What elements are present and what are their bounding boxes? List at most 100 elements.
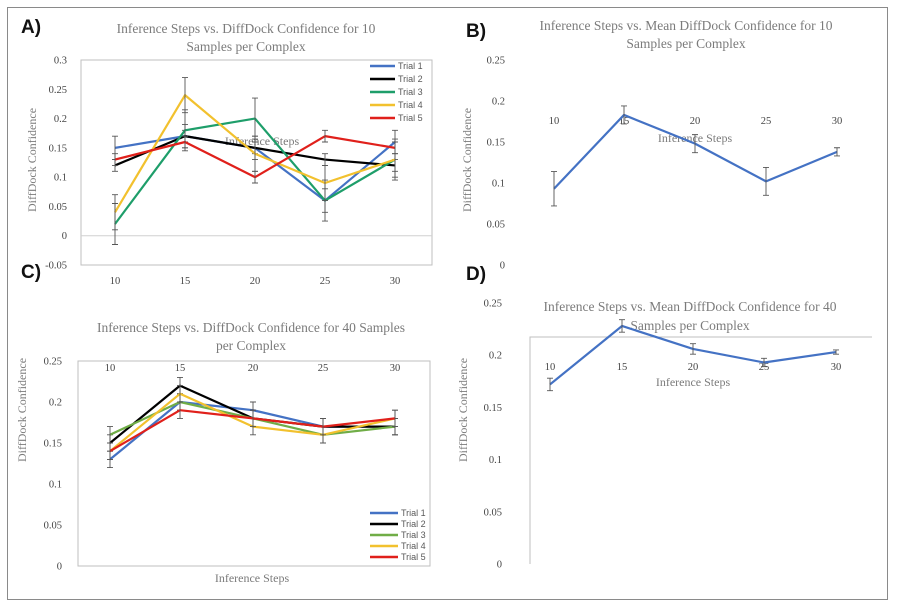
chart-d-x-tick: 10 xyxy=(545,362,556,373)
chart-a-y-tick: 0.3 xyxy=(54,56,67,67)
panel-label-c: C) xyxy=(21,262,42,283)
chart-b-x-tick: 10 xyxy=(549,116,560,127)
chart-d-y-tick: 0 xyxy=(497,560,502,571)
chart-a-error-bar xyxy=(392,141,398,155)
chart-b-y-axis-label: DiffDock Confidence xyxy=(460,108,474,212)
panel-label-d: D) xyxy=(466,264,487,285)
chart-b-x-tick: 25 xyxy=(761,116,772,127)
chart-a-legend-label: Trial 5 xyxy=(398,113,423,123)
panel-label-a: A) xyxy=(21,17,42,38)
chart-a-y-tick: 0.2 xyxy=(54,114,67,125)
chart-d-y-tick: 0.05 xyxy=(484,507,502,518)
chart-d-title-line-2: Samples per Complex xyxy=(630,318,749,333)
chart-c-y-tick: 0.1 xyxy=(49,480,62,491)
chart-a-plot-frame xyxy=(80,59,433,266)
chart-c-y-tick: 0 xyxy=(57,562,62,573)
chart-d-y-tick: 0.1 xyxy=(489,455,502,466)
chart-a-error-bar xyxy=(112,153,118,166)
chart-c-x-tick: 10 xyxy=(105,363,116,374)
chart-a-title-line-1: Inference Steps vs. DiffDock Confidence … xyxy=(117,21,376,36)
chart-d-y-tick: 0.25 xyxy=(484,299,502,310)
chart-c-legend-label: Trial 3 xyxy=(401,530,426,540)
chart-c-y-tick: 0.15 xyxy=(44,439,62,450)
chart-c-y-axis-label: DiffDock Confidence xyxy=(15,358,29,462)
chart-b-error-bar xyxy=(692,134,698,154)
chart-d-x-tick: 30 xyxy=(831,362,842,373)
chart-c-y-tick: 0.2 xyxy=(49,398,62,409)
chart-a-y-tick: 0.1 xyxy=(54,173,67,184)
chart-a-legend-label: Trial 2 xyxy=(398,74,423,84)
chart-c-legend-label: Trial 2 xyxy=(401,519,426,529)
chart-c-legend-label: Trial 4 xyxy=(401,541,426,551)
chart-c-y-tick: 0.05 xyxy=(44,521,62,532)
chart-a-x-tick: 10 xyxy=(110,276,121,287)
chart-d-plot-frame xyxy=(529,336,872,564)
chart-c-error-bar xyxy=(392,409,398,428)
chart-c-y-tick: 0.25 xyxy=(44,357,62,368)
chart-d-error-bar xyxy=(547,377,553,392)
chart-b-error-bar xyxy=(763,166,769,196)
chart-b-error-bar xyxy=(834,147,840,157)
chart-b-title-line-2: Samples per Complex xyxy=(626,36,745,51)
chart-d-y-axis-label: DiffDock Confidence xyxy=(456,358,470,462)
chart-a-y-tick: -0.05 xyxy=(45,261,67,272)
chart-d-error-bar xyxy=(619,319,625,333)
chart-a-x-tick: 25 xyxy=(320,276,331,287)
chart-a-legend-label: Trial 3 xyxy=(398,87,423,97)
chart-c-error-bar xyxy=(250,409,256,428)
chart-d-error-bar xyxy=(833,349,839,355)
chart-a-x-tick: 15 xyxy=(180,276,191,287)
chart-a-error-bar xyxy=(112,194,118,231)
chart-b-y-tick: 0 xyxy=(500,261,505,272)
chart-d-x-axis-label: Inference Steps xyxy=(656,375,731,389)
chart-b-x-tick: 30 xyxy=(832,116,843,127)
chart-a-legend-label: Trial 1 xyxy=(398,61,423,71)
chart-a-error-bar xyxy=(182,77,188,114)
chart-d-error-bar xyxy=(761,357,767,368)
chart-c-x-tick: 15 xyxy=(175,363,186,374)
chart-b-x-tick: 20 xyxy=(690,116,701,127)
chart-c-title-line-2: per Complex xyxy=(216,338,286,353)
chart-c-error-bar xyxy=(107,442,113,460)
chart-c-plot-frame xyxy=(77,360,431,567)
chart-a-y-tick: 0.25 xyxy=(49,85,67,96)
chart-c-x-tick: 20 xyxy=(248,363,259,374)
chart-c-error-bar xyxy=(177,401,183,419)
chart-b-y-tick: 0.2 xyxy=(492,97,505,108)
chart-b-y-tick: 0.05 xyxy=(487,220,505,231)
figure-frame xyxy=(7,7,888,600)
chart-c-x-tick: 25 xyxy=(318,363,329,374)
chart-a-x-axis-label: Inference Steps xyxy=(225,134,300,148)
chart-d-title-line-1: Inference Steps vs. Mean DiffDock Confid… xyxy=(544,299,837,314)
panel-label-b: B) xyxy=(466,21,487,42)
chart-d-error-bar xyxy=(690,343,696,355)
chart-a-y-tick: 0.15 xyxy=(49,143,67,154)
chart-a-y-axis-label: DiffDock Confidence xyxy=(25,108,39,212)
chart-a-error-bar xyxy=(182,135,188,149)
chart-c-x-tick: 30 xyxy=(390,363,401,374)
chart-a-error-bar xyxy=(322,164,328,202)
chart-d-x-tick: 25 xyxy=(759,362,770,373)
chart-a-x-tick: 30 xyxy=(390,276,401,287)
chart-c-error-bar xyxy=(320,417,326,436)
chart-a-x-tick: 20 xyxy=(250,276,261,287)
chart-a-y-tick: 0.05 xyxy=(49,202,67,213)
chart-b-y-tick: 0.1 xyxy=(492,179,505,190)
chart-c-legend-label: Trial 1 xyxy=(401,508,426,518)
chart-a-legend-label: Trial 4 xyxy=(398,100,423,110)
chart-b-title-line-1: Inference Steps vs. Mean DiffDock Confid… xyxy=(540,18,833,33)
chart-a-error-bar xyxy=(252,170,258,184)
chart-b-error-bar xyxy=(551,171,557,207)
chart-d-x-tick: 20 xyxy=(688,362,699,373)
chart-a-title-line-2: Samples per Complex xyxy=(186,39,305,54)
chart-c-title-line-1: Inference Steps vs. DiffDock Confidence … xyxy=(97,320,405,335)
chart-a-error-bar xyxy=(322,129,328,143)
chart-b-error-bar xyxy=(621,105,627,125)
chart-d-y-tick: 0.15 xyxy=(484,403,502,414)
chart-d-x-tick: 15 xyxy=(617,362,628,373)
chart-c-x-axis-label: Inference Steps xyxy=(215,571,290,585)
chart-d-y-tick: 0.2 xyxy=(489,351,502,362)
chart-b-y-tick: 0.15 xyxy=(487,138,505,149)
chart-b-y-tick: 0.25 xyxy=(487,56,505,67)
